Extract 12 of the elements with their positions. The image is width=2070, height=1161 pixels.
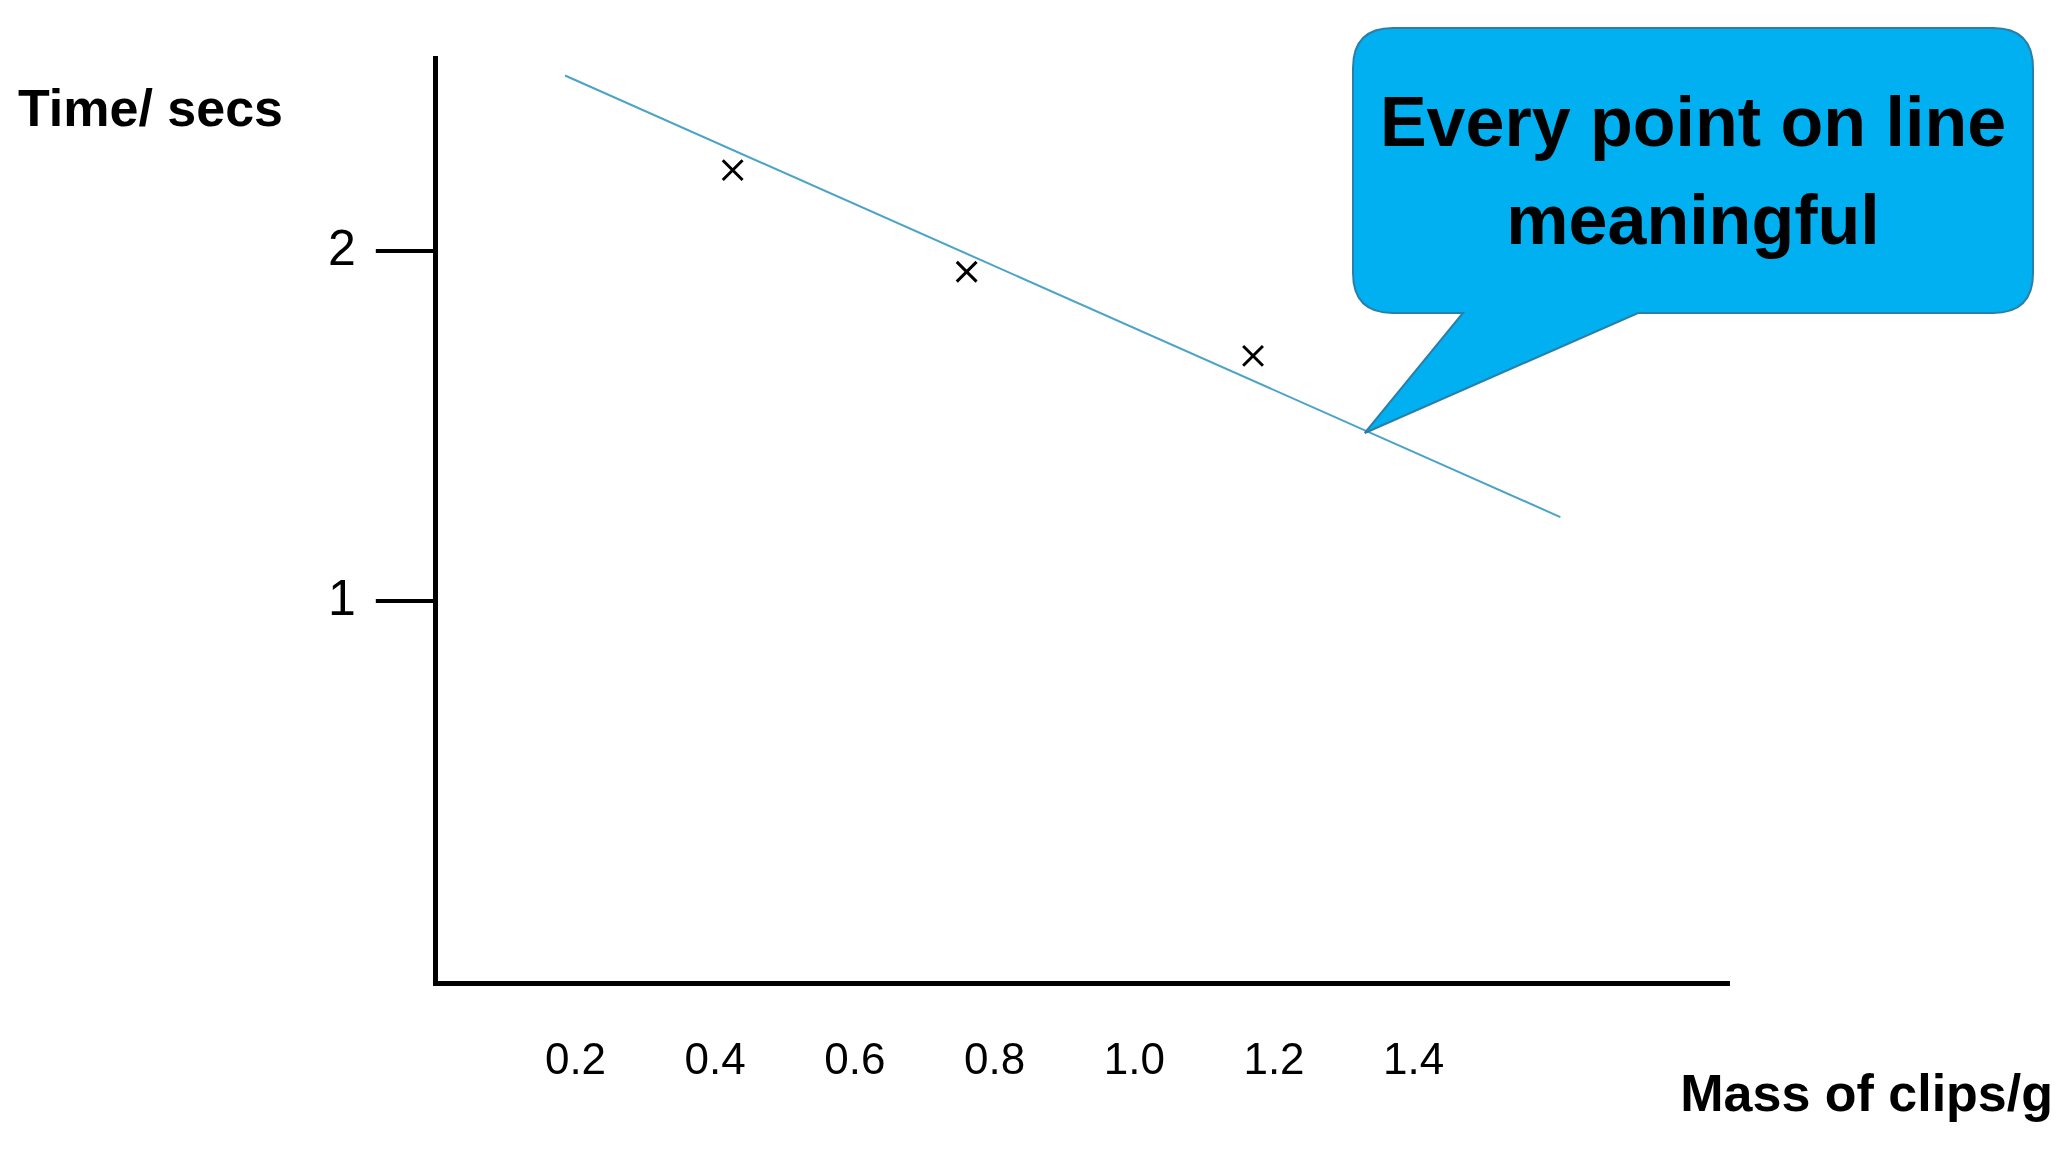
- annotation: Every point on line meaningful: [1378, 81, 2008, 261]
- y-axis-title: Time/ secs: [18, 78, 284, 138]
- y-tick-label: 1: [328, 569, 356, 626]
- x-tick-label: 0.8: [964, 1033, 1026, 1083]
- y-tick-label: 2: [328, 219, 356, 276]
- x-tick-label: 0.2: [544, 1033, 607, 1083]
- x-tick-label: 0.6: [824, 1033, 886, 1083]
- x-tick-label: 1.4: [1383, 1033, 1445, 1083]
- text: 1.0: [1103, 1033, 1165, 1083]
- x-tick-label: 1.2: [1243, 1033, 1305, 1083]
- x-axis-title: Mass of clips/g: [1680, 1063, 2053, 1123]
- x-tick-label: 0.4: [684, 1033, 746, 1083]
